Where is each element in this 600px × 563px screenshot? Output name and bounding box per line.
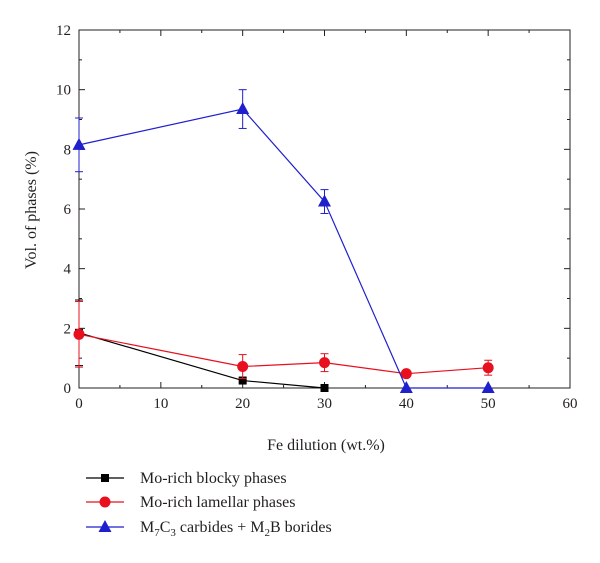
series-3: [72, 89, 495, 393]
data-point: [72, 137, 86, 150]
data-point: [481, 381, 495, 393]
series-line: [78, 333, 489, 375]
data-point: [73, 328, 85, 340]
legend-label-part: 7: [154, 527, 160, 539]
legend-label: Mo-rich blocky phases: [140, 470, 287, 487]
x-tick-label: 30: [317, 396, 332, 412]
legend-label-part: B borides: [270, 519, 332, 536]
y-axis-title: Vol. of phases (%): [23, 151, 40, 269]
legend-label-part: 2: [264, 527, 270, 539]
series-2: [73, 300, 494, 380]
x-tick-label: 40: [399, 396, 414, 412]
legend-label-part: 3: [170, 527, 176, 539]
x-tick-label: 60: [563, 396, 578, 412]
data-point: [318, 194, 331, 207]
legend-label-part: carbides + M: [176, 519, 265, 536]
data-point: [319, 357, 330, 369]
data-point: [482, 362, 494, 374]
y-tick-label: 2: [64, 321, 72, 337]
legend-label: Mo-rich lamellar phases: [140, 494, 296, 511]
series-1: [75, 299, 329, 392]
x-tick-label: 50: [481, 396, 496, 412]
y-tick-label: 0: [64, 381, 72, 397]
x-tick-label: 10: [153, 396, 168, 412]
legend: Mo-rich blocky phases Mo-rich lamellar ph…: [86, 470, 332, 539]
data-point: [237, 361, 249, 373]
legend-label-part: C: [160, 519, 171, 536]
data-point: [400, 368, 412, 380]
legend-label: M7C3 carbides + M2B borides: [140, 519, 332, 539]
y-tick-label: 4: [64, 262, 72, 278]
x-tick-label: 0: [75, 396, 83, 412]
y-tick-label: 8: [64, 142, 72, 158]
data-point: [320, 384, 329, 392]
legend-marker: [98, 520, 112, 532]
data-point: [236, 102, 250, 115]
x-tick-label: 20: [235, 396, 250, 412]
legend-label-part: M: [140, 519, 154, 536]
data-point: [238, 376, 247, 385]
y-tick-label: 6: [64, 202, 72, 218]
y-tick-label: 12: [56, 23, 71, 39]
plot-area: [72, 89, 495, 393]
legend-marker: [101, 474, 109, 482]
x-axis-title: Fe dilution (wt.%): [267, 437, 385, 454]
legend-marker: [99, 496, 111, 508]
y-tick-label: 10: [56, 83, 71, 99]
data-point: [399, 381, 413, 393]
axes: 0 10 20 30 40 50 60 0 2 4 6 8 10 12: [56, 23, 578, 412]
